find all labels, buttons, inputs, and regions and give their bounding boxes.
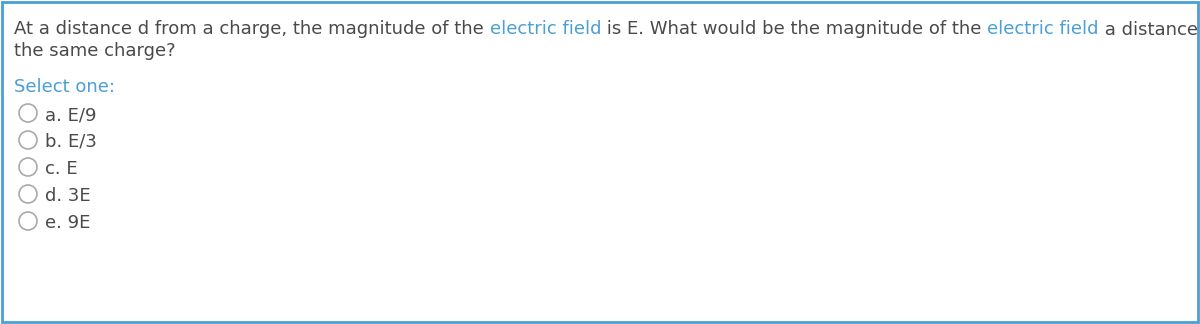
Text: b. E/3: b. E/3 xyxy=(46,133,97,151)
Circle shape xyxy=(19,131,37,149)
Circle shape xyxy=(19,185,37,203)
Text: e. 9E: e. 9E xyxy=(46,214,90,232)
Circle shape xyxy=(19,212,37,230)
Text: At a distance d from a charge, the magnitude of the: At a distance d from a charge, the magni… xyxy=(14,20,490,38)
Text: electric field: electric field xyxy=(988,20,1099,38)
Text: the same charge?: the same charge? xyxy=(14,42,175,60)
Text: d. 3E: d. 3E xyxy=(46,187,91,205)
Text: Select one:: Select one: xyxy=(14,78,115,96)
Text: a distance d/3 from: a distance d/3 from xyxy=(1099,20,1200,38)
Text: electric field: electric field xyxy=(490,20,601,38)
Text: a. E/9: a. E/9 xyxy=(46,106,96,124)
Text: is E. What would be the magnitude of the: is E. What would be the magnitude of the xyxy=(601,20,988,38)
Text: c. E: c. E xyxy=(46,160,78,178)
Circle shape xyxy=(19,158,37,176)
Circle shape xyxy=(19,104,37,122)
